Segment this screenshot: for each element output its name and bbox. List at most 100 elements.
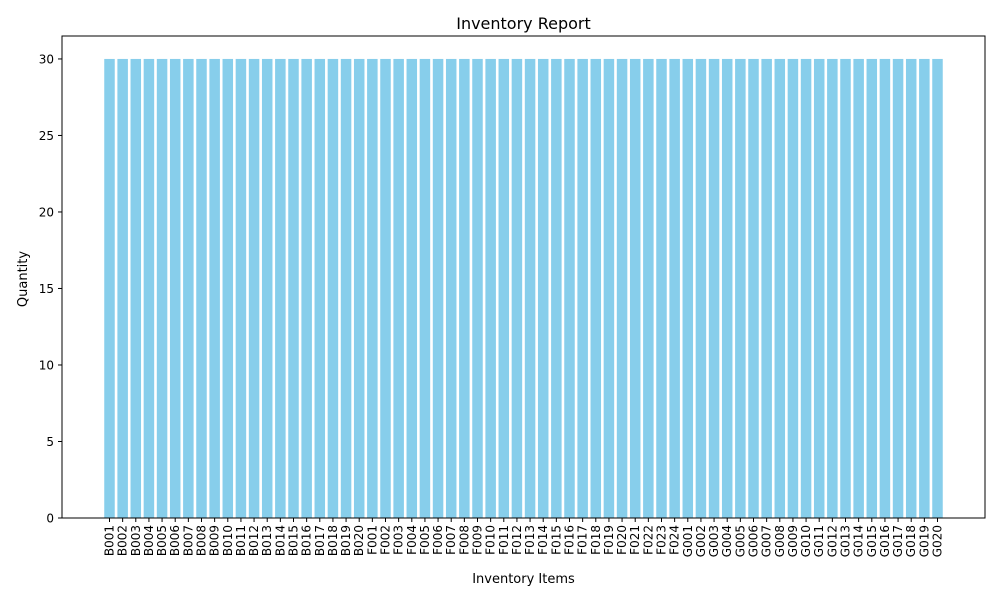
bar-B009 bbox=[209, 58, 220, 518]
x-tick-label: G004 bbox=[720, 525, 734, 557]
bar-G003 bbox=[708, 58, 720, 518]
x-tick-label: G017 bbox=[891, 525, 905, 557]
x-tick-label: F017 bbox=[576, 525, 590, 555]
y-axis-label: Quantity bbox=[16, 251, 31, 307]
chart-title: Inventory Report bbox=[456, 14, 591, 33]
bar-B020 bbox=[353, 58, 365, 518]
bar-F019 bbox=[603, 58, 615, 518]
bar-F016 bbox=[564, 58, 575, 518]
bar-F004 bbox=[406, 58, 418, 518]
x-tick-label: F002 bbox=[379, 525, 393, 555]
bar-G012 bbox=[827, 58, 838, 518]
bar-G011 bbox=[813, 58, 825, 518]
x-tick-label: F001 bbox=[365, 525, 379, 555]
bar-G002 bbox=[695, 58, 707, 518]
bar-F009 bbox=[472, 58, 483, 518]
y-tick-label: 20 bbox=[39, 205, 54, 219]
bar-B017 bbox=[314, 58, 326, 518]
x-tick-label: G012 bbox=[825, 525, 839, 557]
x-tick-label: F010 bbox=[484, 525, 498, 555]
bar-F007 bbox=[445, 58, 457, 518]
bar-F020 bbox=[616, 58, 628, 518]
x-tick-label: F008 bbox=[457, 525, 471, 555]
x-tick-label: G009 bbox=[786, 525, 800, 557]
x-tick-label: B006 bbox=[168, 525, 182, 556]
bar-B014 bbox=[275, 58, 286, 518]
y-tick-label: 0 bbox=[46, 512, 54, 526]
x-tick-label: G001 bbox=[681, 525, 695, 557]
x-tick-label: F020 bbox=[615, 525, 629, 555]
x-tick-label: G008 bbox=[773, 525, 787, 557]
bar-F021 bbox=[629, 58, 641, 518]
bar-G015 bbox=[866, 58, 878, 518]
bar-F018 bbox=[590, 58, 602, 518]
bar-G008 bbox=[774, 58, 786, 518]
x-tick-label: F003 bbox=[392, 525, 406, 555]
bar-B004 bbox=[143, 58, 155, 518]
x-tick-label: B004 bbox=[142, 525, 156, 556]
x-tick-label: F013 bbox=[523, 525, 537, 555]
x-tick-label: G006 bbox=[747, 525, 761, 557]
x-tick-label: F018 bbox=[589, 525, 603, 555]
bar-G005 bbox=[735, 58, 746, 518]
x-tick-label: G010 bbox=[799, 525, 813, 557]
x-tick-label: G014 bbox=[852, 525, 866, 557]
bar-G018 bbox=[905, 58, 917, 518]
bar-G013 bbox=[840, 58, 851, 518]
bar-F012 bbox=[511, 58, 523, 518]
bar-G007 bbox=[761, 58, 772, 518]
x-tick-label: B008 bbox=[195, 525, 209, 556]
x-tick-label: B017 bbox=[313, 525, 327, 556]
bar-B013 bbox=[261, 58, 273, 518]
x-tick-label: B019 bbox=[339, 525, 353, 556]
bar-F014 bbox=[537, 58, 549, 518]
x-tick-label: F012 bbox=[510, 525, 524, 555]
x-tick-label: F009 bbox=[471, 525, 485, 555]
y-tick-label: 10 bbox=[39, 358, 54, 372]
bar-B016 bbox=[301, 58, 312, 518]
x-tick-label: B009 bbox=[208, 525, 222, 556]
x-tick-label: B016 bbox=[300, 525, 314, 556]
x-tick-label: F005 bbox=[418, 525, 432, 555]
x-tick-label: B010 bbox=[221, 525, 235, 556]
bar-B010 bbox=[222, 58, 234, 518]
bar-F024 bbox=[669, 58, 680, 518]
bar-B012 bbox=[248, 58, 260, 518]
y-tick-label: 5 bbox=[46, 435, 54, 449]
x-tick-label: B012 bbox=[247, 525, 261, 556]
x-tick-label: B002 bbox=[116, 525, 130, 556]
bar-G004 bbox=[721, 58, 733, 518]
x-tick-label: B003 bbox=[129, 525, 143, 556]
bar-F003 bbox=[393, 58, 404, 518]
bar-B007 bbox=[183, 58, 194, 518]
bar-G017 bbox=[892, 58, 904, 518]
bar-G019 bbox=[919, 58, 930, 518]
bar-B011 bbox=[235, 58, 247, 518]
bar-F006 bbox=[432, 58, 444, 518]
x-tick-label: G015 bbox=[865, 525, 879, 557]
bar-F015 bbox=[551, 58, 562, 518]
x-tick-label: B020 bbox=[352, 525, 366, 556]
x-tick-label: B013 bbox=[260, 525, 274, 556]
bar-B006 bbox=[169, 58, 181, 518]
x-tick-label: B011 bbox=[234, 525, 248, 556]
bar-F005 bbox=[419, 58, 431, 518]
bar-F022 bbox=[643, 58, 654, 518]
bar-B003 bbox=[130, 58, 142, 518]
bar-F011 bbox=[498, 58, 510, 518]
x-tick-label: F007 bbox=[444, 525, 458, 555]
bar-B018 bbox=[327, 58, 339, 518]
x-tick-label: F006 bbox=[431, 525, 445, 555]
x-axis-label: Inventory Items bbox=[472, 572, 575, 587]
bar-G006 bbox=[748, 58, 759, 518]
y-tick-label: 30 bbox=[39, 52, 54, 66]
x-tick-label: F023 bbox=[655, 525, 669, 555]
x-tick-label: F014 bbox=[536, 525, 550, 555]
bar-B008 bbox=[196, 58, 207, 518]
x-tick-label: G007 bbox=[760, 525, 774, 557]
bar-F001 bbox=[367, 58, 378, 518]
x-tick-label: F015 bbox=[549, 525, 563, 555]
bar-G010 bbox=[800, 58, 812, 518]
bar-B002 bbox=[117, 58, 128, 518]
